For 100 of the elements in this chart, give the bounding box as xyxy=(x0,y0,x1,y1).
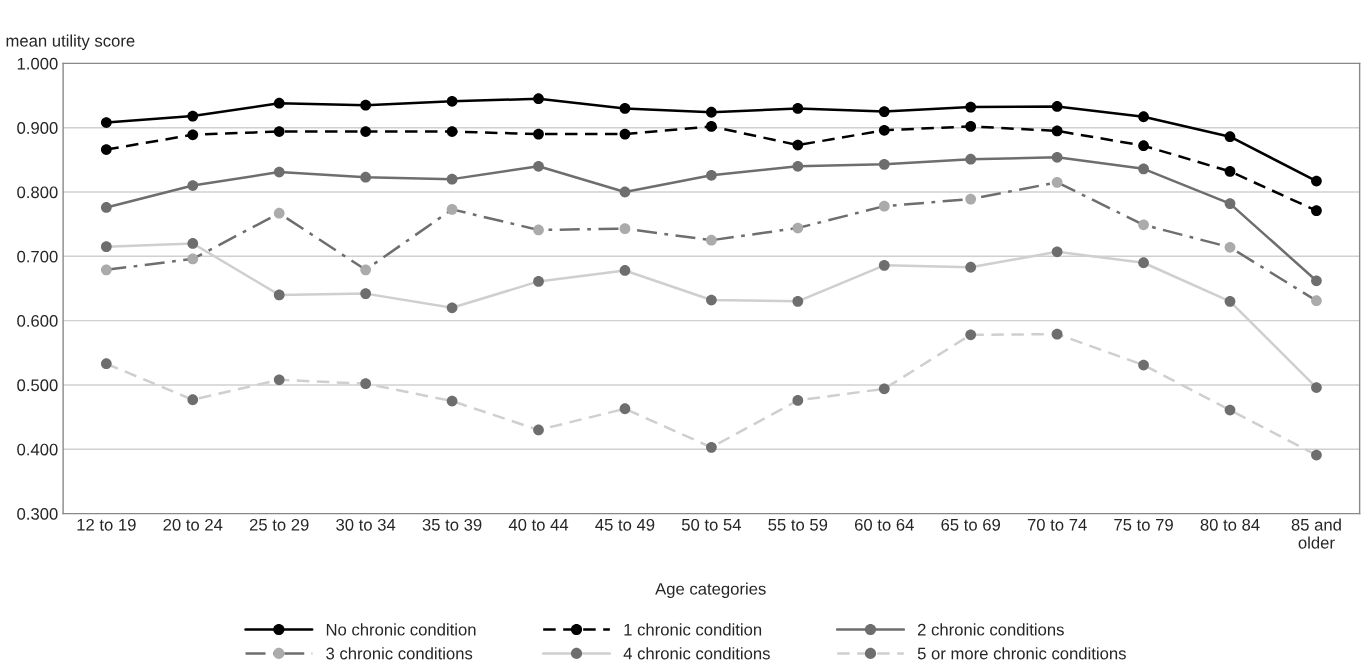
point xyxy=(533,128,544,140)
point xyxy=(1311,382,1322,393)
point xyxy=(792,295,804,307)
point xyxy=(360,126,372,137)
x-tick-label: 60 to 64 xyxy=(854,518,914,531)
x-tick-label: 45 to 49 xyxy=(595,518,655,531)
point xyxy=(446,395,458,407)
point xyxy=(1224,131,1236,143)
point xyxy=(187,129,199,141)
point xyxy=(965,261,977,273)
x-tick-label: 20 to 24 xyxy=(163,518,223,531)
point xyxy=(706,169,717,181)
point xyxy=(792,222,804,234)
point xyxy=(792,139,804,151)
point xyxy=(100,241,112,253)
point xyxy=(1138,359,1149,371)
point xyxy=(792,103,804,114)
point xyxy=(273,374,285,386)
point xyxy=(619,265,631,276)
y-tick-label: 0.400 xyxy=(17,443,58,456)
point xyxy=(446,302,458,314)
point xyxy=(533,424,544,436)
y-tick-label: 0.700 xyxy=(17,250,58,263)
point xyxy=(878,158,890,170)
point xyxy=(446,126,458,137)
point xyxy=(360,288,372,299)
point xyxy=(1138,140,1149,152)
y-tick-label: 0.300 xyxy=(17,507,58,520)
legend-label: 1 chronic condition xyxy=(624,623,762,636)
x-axis-title: Age categories xyxy=(655,582,766,599)
point xyxy=(273,166,285,178)
point xyxy=(360,171,372,183)
x-tick-label: 80 to 84 xyxy=(1200,518,1260,531)
point xyxy=(360,264,372,276)
point xyxy=(446,203,458,215)
x-tick-label: 65 to 69 xyxy=(941,518,1001,531)
point xyxy=(792,395,804,406)
legend-label: No chronic condition xyxy=(326,623,476,636)
point xyxy=(187,238,199,249)
point xyxy=(1138,219,1149,231)
point xyxy=(965,193,977,205)
point xyxy=(1311,175,1322,187)
point xyxy=(273,289,285,301)
point xyxy=(619,223,631,235)
y-tick-label: 1.000 xyxy=(17,57,58,70)
point xyxy=(706,121,717,132)
point xyxy=(100,144,112,155)
point xyxy=(1311,205,1322,217)
point xyxy=(1051,246,1063,258)
x-tick-label: 35 to 39 xyxy=(422,518,482,531)
point xyxy=(533,224,544,236)
point xyxy=(965,329,977,341)
point xyxy=(792,160,804,172)
point xyxy=(619,103,631,114)
point xyxy=(187,253,199,265)
y-tick-label: 0.800 xyxy=(17,186,58,199)
point xyxy=(878,200,890,212)
x-tick-label: 55 to 59 xyxy=(768,518,828,531)
y-tick-label: 0.600 xyxy=(17,315,58,327)
point xyxy=(1311,275,1322,287)
point xyxy=(878,124,890,136)
point xyxy=(187,110,199,122)
point xyxy=(446,95,458,107)
point xyxy=(533,160,544,172)
point xyxy=(100,202,112,213)
point xyxy=(1224,241,1236,253)
x-tick-label: 12 to 19 xyxy=(77,518,136,531)
point xyxy=(100,117,112,128)
point xyxy=(619,403,631,415)
y-tick-label: 0.500 xyxy=(17,379,58,392)
point xyxy=(446,173,458,185)
point xyxy=(1224,404,1236,416)
point xyxy=(1224,166,1236,177)
point xyxy=(706,234,717,246)
point xyxy=(1311,449,1322,461)
point xyxy=(878,106,890,117)
point xyxy=(878,383,890,395)
y-axis-title: mean utility score xyxy=(6,34,135,51)
point xyxy=(878,259,890,271)
point xyxy=(965,121,977,132)
point xyxy=(360,99,372,111)
point xyxy=(619,186,631,198)
point xyxy=(619,128,631,140)
point xyxy=(1224,198,1236,209)
x-tick-label: 25 to 29 xyxy=(249,518,309,531)
point xyxy=(1051,125,1063,137)
point xyxy=(100,264,112,276)
point xyxy=(360,378,372,390)
point xyxy=(1311,295,1322,307)
point xyxy=(1138,163,1149,175)
point xyxy=(273,126,285,137)
legend-label: 4 chronic conditions xyxy=(623,647,770,660)
point xyxy=(706,106,717,118)
point xyxy=(187,394,199,406)
y-tick-label: 0.900 xyxy=(17,122,58,134)
point xyxy=(187,180,199,191)
point xyxy=(533,93,544,105)
point xyxy=(1138,111,1149,123)
point xyxy=(706,441,717,453)
x-tick-label: 85 and older xyxy=(1291,518,1341,549)
